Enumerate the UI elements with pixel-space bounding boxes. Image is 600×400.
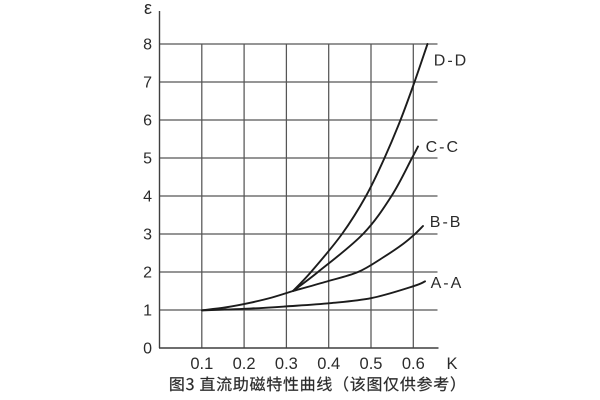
svg-text:D-D: D-D [434, 53, 468, 70]
svg-text:3: 3 [143, 227, 152, 244]
svg-text:0.3: 0.3 [275, 355, 298, 373]
svg-text:0.4: 0.4 [317, 355, 340, 373]
svg-text:0.5: 0.5 [360, 355, 383, 373]
svg-text:0.1: 0.1 [190, 355, 213, 373]
svg-text:6: 6 [143, 113, 152, 130]
svg-text:0: 0 [143, 341, 152, 358]
svg-text:5: 5 [143, 151, 152, 168]
svg-text:2: 2 [143, 265, 152, 282]
svg-text:B-B: B-B [430, 214, 463, 231]
svg-text:4: 4 [143, 189, 152, 206]
svg-text:0.2: 0.2 [233, 355, 256, 373]
svg-text:0.6: 0.6 [402, 355, 425, 373]
svg-text:C-C: C-C [426, 139, 460, 156]
svg-text:K: K [446, 355, 457, 373]
svg-text:8: 8 [143, 37, 152, 54]
svg-text:ε: ε [144, 0, 152, 18]
svg-text:7: 7 [143, 75, 152, 92]
svg-text:1: 1 [143, 303, 152, 320]
svg-text:A-A: A-A [431, 275, 464, 292]
